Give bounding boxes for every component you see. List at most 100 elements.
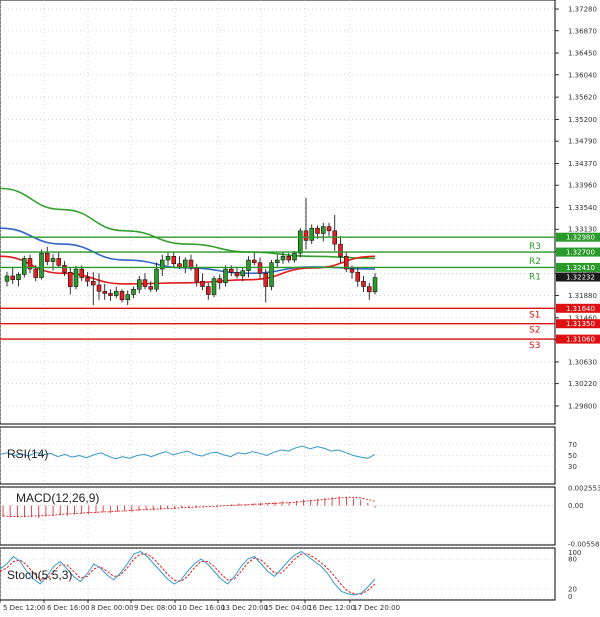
candle-bear [102, 291, 107, 294]
candle-bull [372, 277, 378, 293]
candle-bull [292, 252, 297, 261]
time-tick-label: 9 Dec 08:00 [134, 604, 177, 612]
macd-y-axis: 0.002553 0.00 -0.005587 [568, 485, 600, 549]
candle-bear [68, 271, 73, 287]
price-tick-label: 1.37280 [568, 6, 597, 14]
candle-bear [303, 230, 309, 241]
level-name: S2 [529, 326, 540, 336]
candle-bear [56, 258, 61, 266]
stoch-d-line [0, 553, 376, 595]
level-price-tag-label: 1.32410 [566, 264, 595, 272]
price-tick-label: 1.30220 [568, 380, 597, 388]
candle-bull [275, 259, 280, 263]
candle-bear [355, 271, 360, 282]
candle-bear [10, 275, 15, 280]
candle-bull [246, 259, 251, 271]
rsi-label: RSI(14) [7, 447, 48, 461]
level-price-tag [556, 247, 600, 257]
price-tick-label: 1.36870 [568, 27, 597, 35]
time-axis: 5 Dec 12:00 6 Dec 16:00 8 Dec 00:00 9 Dec 0… [0, 600, 400, 612]
level-price-tag-label: 1.31350 [566, 320, 595, 328]
price-tick-label: 1.34790 [568, 138, 597, 146]
candle-bear [326, 226, 332, 232]
candle-bear [177, 263, 182, 268]
candle-bull [298, 230, 303, 254]
candle-bear [96, 284, 102, 292]
current-price-label: 1.32232 [566, 274, 595, 282]
level-name: S3 [529, 341, 540, 351]
candle-bull [154, 268, 159, 290]
time-tick-label: 16 Dec 12:00 [308, 604, 355, 612]
level-price-tag-label: 1.31060 [566, 336, 595, 344]
price-tick-label: 1.29800 [568, 402, 597, 410]
candle-bear [367, 286, 372, 293]
candle-bull [309, 227, 314, 241]
level-price-tag [556, 334, 600, 344]
stoch-grid [0, 548, 555, 600]
stoch-label: Stoch(5,5,3) [7, 568, 72, 582]
macd-pane-frame [0, 486, 556, 546]
level-price-tag-label: 1.31640 [566, 305, 595, 313]
candle-bull [280, 256, 286, 261]
macd-histogram [2, 496, 376, 518]
candle-bear [229, 268, 234, 273]
candle-bear [85, 277, 90, 282]
level-name: S1 [529, 310, 540, 320]
rsi-pane: 70 50 30 RSI(14) [0, 426, 577, 485]
candle-bear [119, 291, 125, 301]
candle-bear [91, 281, 96, 286]
macd-tick-label: -0.005587 [568, 541, 600, 549]
current-price-tag: 1.32232 [556, 272, 600, 282]
level-price-tag [556, 319, 600, 329]
level-price-tag [556, 303, 600, 313]
stoch-tick-label: 100 [568, 549, 581, 557]
level-price-tag-label: 1.32700 [566, 249, 595, 257]
time-tick-label: 8 Dec 00:00 [91, 604, 134, 612]
candle-bull [4, 275, 10, 282]
candle-bear [286, 256, 291, 261]
candle-bear [206, 286, 211, 295]
macd-tick-label: 0.00 [568, 502, 584, 510]
macd-pane: 0.002553 0.00 -0.005587 MACD(12,26,9) [0, 485, 600, 549]
price-tick-label: 1.35620 [568, 94, 597, 102]
price-tick-label: 1.33540 [568, 204, 597, 212]
candle-bull [223, 268, 228, 284]
candle-bear [315, 227, 320, 234]
candle-bull [183, 259, 188, 268]
candle-bear [108, 293, 113, 296]
candle-bear [344, 256, 349, 270]
level-price-tag-label: 1.32980 [566, 234, 595, 242]
price-tick-label: 1.31460 [568, 314, 597, 322]
stoch-series [0, 550, 376, 596]
macd-label: MACD(12,26,9) [16, 491, 99, 505]
candle-bear [234, 271, 240, 277]
candle-bear [45, 252, 50, 262]
time-tick-label: 15 Dec 04:00 [264, 604, 311, 612]
price-tick-label: 1.36040 [568, 71, 597, 79]
candle-bear [349, 268, 355, 273]
price-tick-label: 1.33130 [568, 226, 597, 234]
rsi-y-axis: 70 50 30 [568, 441, 577, 471]
candle-bear [142, 279, 148, 287]
candle-bear [200, 281, 205, 287]
candle-bear [62, 265, 67, 273]
level-name: R1 [529, 272, 541, 282]
candle-bear [79, 268, 84, 278]
candle-bull [269, 262, 274, 287]
candle-bull [165, 256, 171, 261]
price-tick-label: 1.31880 [568, 292, 597, 300]
stoch-tick-label: 80 [568, 556, 577, 564]
candle-bull [50, 258, 56, 262]
price-pane: 1.37280 1.36870 1.36450 1.36040 1.35620 1.352… [0, 0, 600, 425]
candles [4, 197, 378, 306]
candle-bull [114, 291, 119, 296]
macd-grid [0, 487, 555, 545]
rsi-tick-label: 70 [568, 441, 577, 449]
level-name: R2 [529, 257, 541, 267]
candle-bull [321, 226, 326, 234]
time-tick-label: 17 Dec 20:00 [353, 604, 400, 612]
candle-bull [240, 270, 245, 277]
candle-bull [73, 268, 79, 287]
candle-bear [148, 286, 153, 290]
